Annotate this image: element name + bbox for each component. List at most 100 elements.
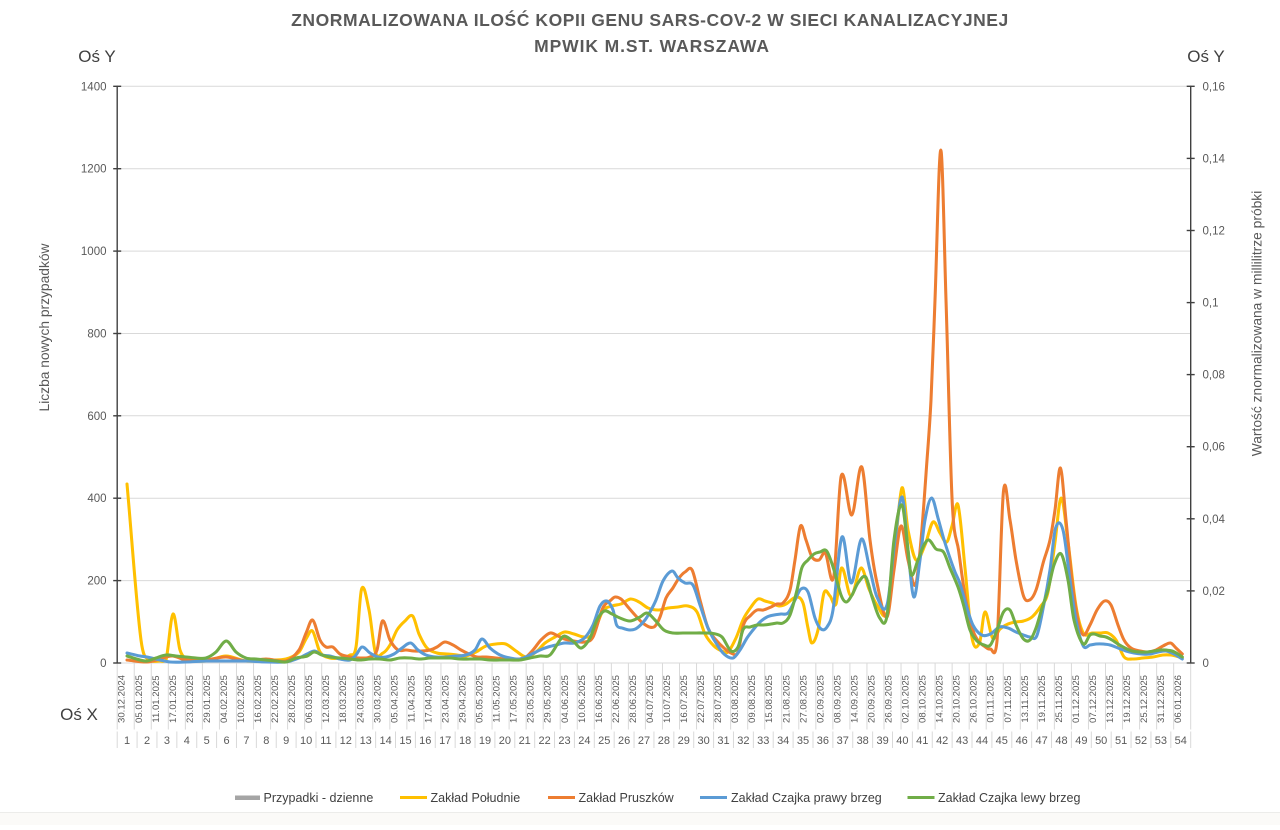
svg-text:09.08.2025: 09.08.2025 [747,675,758,723]
svg-text:Oś X: Oś X [60,705,98,724]
svg-text:07.11.2025: 07.11.2025 [1003,675,1014,722]
svg-text:18: 18 [459,735,471,747]
svg-text:03.08.2025: 03.08.2025 [730,675,741,723]
svg-text:04.07.2025: 04.07.2025 [645,675,656,723]
svg-text:52: 52 [1135,735,1147,747]
svg-text:29.01.2025: 29.01.2025 [202,675,213,723]
svg-text:26.09.2025: 26.09.2025 [884,675,895,723]
svg-text:28: 28 [658,735,670,747]
svg-text:16: 16 [419,735,431,747]
svg-text:1400: 1400 [81,81,107,93]
svg-text:Liczba nowych przypadków: Liczba nowych przypadków [37,243,52,411]
svg-text:MPWIK M.ST. WARSZAWA: MPWIK M.ST. WARSZAWA [534,36,770,56]
svg-text:10: 10 [300,735,312,747]
svg-text:10.02.2025: 10.02.2025 [236,675,247,723]
svg-text:17.05.2025: 17.05.2025 [509,675,520,723]
svg-text:41: 41 [916,735,928,747]
svg-text:36: 36 [817,735,829,747]
svg-text:10.06.2025: 10.06.2025 [577,675,588,723]
svg-text:06.01.2026: 06.01.2026 [1173,675,1184,723]
svg-text:08.10.2025: 08.10.2025 [918,675,929,723]
svg-text:40: 40 [896,735,908,747]
svg-text:ZNORMALIZOWANA ILOŚĆ KOPII GEN: ZNORMALIZOWANA ILOŚĆ KOPII GENU SARS-COV… [291,9,1009,30]
svg-text:22.07.2025: 22.07.2025 [696,675,707,723]
svg-text:37: 37 [837,735,849,747]
svg-text:200: 200 [87,576,106,588]
svg-text:600: 600 [87,411,106,423]
svg-text:9: 9 [283,735,289,747]
svg-text:20.09.2025: 20.09.2025 [867,675,878,723]
svg-text:14.09.2025: 14.09.2025 [849,675,860,723]
svg-text:19.12.2025: 19.12.2025 [1122,675,1133,723]
svg-text:21: 21 [519,735,531,747]
svg-text:400: 400 [87,493,106,505]
svg-text:5: 5 [204,735,210,747]
svg-text:29.05.2025: 29.05.2025 [543,675,554,723]
svg-text:44: 44 [976,735,988,747]
svg-text:26.10.2025: 26.10.2025 [969,675,980,723]
svg-text:15: 15 [399,735,411,747]
svg-text:16.06.2025: 16.06.2025 [594,675,605,723]
svg-text:48: 48 [1055,735,1067,747]
svg-text:11.04.2025: 11.04.2025 [406,675,417,722]
svg-text:01.12.2025: 01.12.2025 [1071,675,1082,723]
svg-text:30.12.2024: 30.12.2024 [117,674,128,723]
svg-text:1000: 1000 [81,246,107,258]
svg-text:54: 54 [1175,735,1187,747]
svg-text:14.10.2025: 14.10.2025 [935,675,946,723]
svg-text:16.07.2025: 16.07.2025 [679,675,690,723]
svg-text:34: 34 [777,735,789,747]
svg-text:28.02.2025: 28.02.2025 [287,675,298,723]
svg-text:0,02: 0,02 [1203,586,1225,598]
svg-text:17.04.2025: 17.04.2025 [423,675,434,723]
svg-text:47: 47 [1035,735,1047,747]
svg-text:8: 8 [263,735,269,747]
svg-text:19.11.2025: 19.11.2025 [1037,675,1048,722]
svg-text:Zakład Czajka lewy brzeg: Zakład Czajka lewy brzeg [938,791,1080,805]
svg-text:12: 12 [340,735,352,747]
svg-text:4: 4 [184,735,190,747]
svg-text:08.09.2025: 08.09.2025 [832,675,843,723]
svg-text:31.12.2025: 31.12.2025 [1156,675,1167,723]
svg-text:28.07.2025: 28.07.2025 [713,675,724,723]
svg-text:0,16: 0,16 [1203,81,1225,93]
svg-text:24.03.2025: 24.03.2025 [355,675,366,723]
svg-text:29.04.2025: 29.04.2025 [458,675,469,723]
svg-text:0: 0 [100,658,106,670]
svg-text:27.08.2025: 27.08.2025 [798,675,809,723]
svg-text:Oś Y: Oś Y [78,47,115,66]
svg-text:Oś Y: Oś Y [1187,47,1224,66]
svg-text:11.01.2025: 11.01.2025 [151,675,162,722]
svg-text:800: 800 [87,329,106,341]
svg-text:7: 7 [243,735,249,747]
svg-text:Zakład Pruszków: Zakład Pruszków [579,791,675,805]
svg-text:0,06: 0,06 [1203,442,1225,454]
svg-text:04.06.2025: 04.06.2025 [560,675,571,723]
svg-text:18.03.2025: 18.03.2025 [338,675,349,723]
svg-text:0,14: 0,14 [1203,153,1226,165]
svg-text:02.09.2025: 02.09.2025 [815,675,826,723]
svg-text:05.05.2025: 05.05.2025 [475,675,486,723]
svg-text:29: 29 [678,735,690,747]
svg-text:20.10.2025: 20.10.2025 [952,675,963,723]
svg-text:28.06.2025: 28.06.2025 [628,675,639,723]
svg-text:21.08.2025: 21.08.2025 [781,675,792,723]
svg-text:0: 0 [1203,658,1209,670]
svg-text:22: 22 [538,735,550,747]
svg-text:02.10.2025: 02.10.2025 [901,675,912,723]
svg-text:35: 35 [797,735,809,747]
svg-text:0,1: 0,1 [1203,298,1219,310]
svg-text:06.03.2025: 06.03.2025 [304,675,315,723]
svg-text:51: 51 [1115,735,1127,747]
svg-text:0,12: 0,12 [1203,226,1225,238]
svg-text:22.02.2025: 22.02.2025 [270,675,281,723]
svg-text:01.11.2025: 01.11.2025 [986,675,997,722]
svg-text:24: 24 [578,735,590,747]
svg-text:10.07.2025: 10.07.2025 [662,675,673,723]
svg-text:26: 26 [618,735,630,747]
svg-text:0,04: 0,04 [1203,514,1226,526]
svg-text:13: 13 [360,735,372,747]
svg-text:39: 39 [876,735,888,747]
svg-text:50: 50 [1095,735,1107,747]
svg-text:23.01.2025: 23.01.2025 [185,675,196,723]
